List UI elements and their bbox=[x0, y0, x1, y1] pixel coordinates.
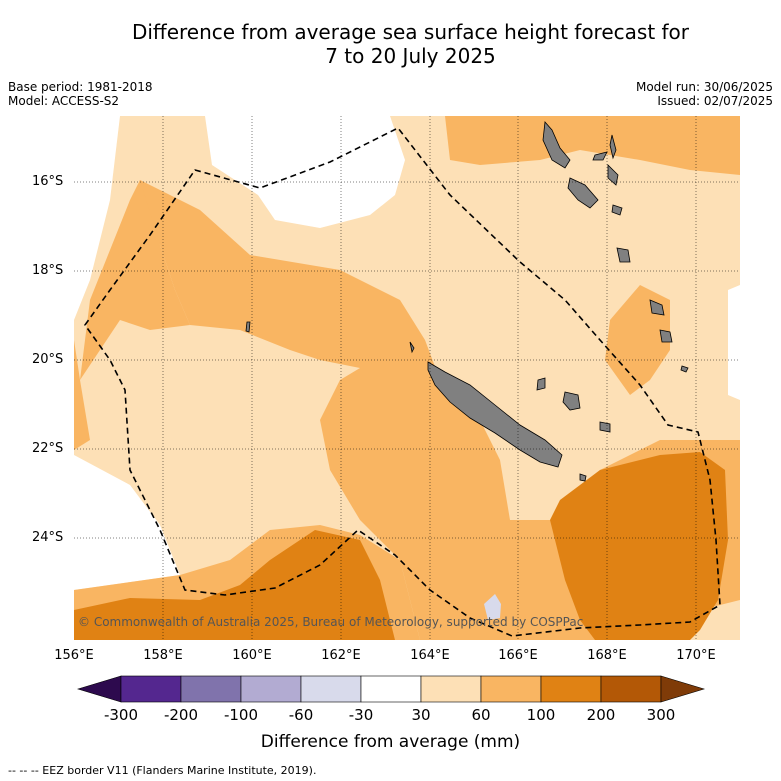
copyright-text: © Commonwealth of Australia 2025, Bureau… bbox=[78, 615, 583, 629]
contour-neutral-blob bbox=[484, 594, 501, 620]
land-masses bbox=[245, 121, 689, 482]
model-run: Model run: 30/06/2025 bbox=[635, 80, 773, 94]
lat-label-22s: 22°S bbox=[32, 441, 64, 456]
colorbar-bin-5 bbox=[360, 675, 422, 703]
island-chesterfield bbox=[245, 321, 251, 333]
colorbar-bin-3 bbox=[240, 675, 302, 703]
contour-60-100-north bbox=[445, 116, 740, 175]
island-espiritu-santo bbox=[542, 121, 571, 169]
island-epi bbox=[611, 204, 623, 216]
contour-60-100-west2 bbox=[80, 180, 190, 380]
eez-border bbox=[84, 126, 721, 637]
island-reef bbox=[536, 377, 546, 391]
lon-label-156e: 156°E bbox=[54, 648, 94, 663]
colorbar-bin-4 bbox=[300, 675, 362, 703]
lat-label-20s: 20°S bbox=[32, 352, 64, 367]
lon-label-170e: 170°E bbox=[676, 648, 716, 663]
title-line-2: 7 to 20 July 2025 bbox=[325, 44, 496, 68]
island-erromango bbox=[616, 247, 631, 263]
graticule bbox=[74, 116, 740, 640]
base-period: Base period: 1981-2018 bbox=[8, 80, 153, 94]
lat-label-24s: 24°S bbox=[32, 530, 64, 545]
lon-label-168e: 168°E bbox=[587, 648, 627, 663]
colorbar-tick: 100 bbox=[526, 706, 556, 724]
lon-label-158e: 158°E bbox=[143, 648, 183, 663]
lon-label-160e: 160°E bbox=[232, 648, 272, 663]
contour-60-100-west bbox=[74, 340, 90, 450]
island-maewo bbox=[609, 134, 617, 160]
contour-neutral-east bbox=[728, 285, 740, 400]
title-line-1: Difference from average sea surface heig… bbox=[131, 20, 690, 44]
colorbar-tick: 30 bbox=[411, 706, 431, 724]
colorbar-bin-9 bbox=[600, 675, 662, 703]
island-ambae bbox=[592, 151, 608, 161]
colorbar-bin-1 bbox=[120, 675, 182, 703]
meta-left: Base period: 1981-2018 Model: ACCESS-S2 bbox=[8, 80, 153, 108]
contour-neutral-west bbox=[74, 116, 120, 320]
lat-label-18s: 18°S bbox=[32, 263, 64, 278]
lat-label-16s: 16°S bbox=[32, 174, 64, 189]
island-walpole bbox=[680, 365, 689, 373]
meta-right: Model run: 30/06/2025 Issued: 02/07/2025 bbox=[636, 80, 773, 108]
island-belep bbox=[409, 341, 415, 354]
island-lifou bbox=[659, 329, 673, 343]
lon-label-162e: 162°E bbox=[321, 648, 361, 663]
map-panel: © Commonwealth of Australia 2025, Bureau… bbox=[74, 116, 740, 640]
island-isle-of-pines bbox=[599, 421, 611, 433]
island-pentecost bbox=[607, 164, 619, 186]
colorbar-tick: 300 bbox=[646, 706, 676, 724]
footnote: -- -- -- EEZ border V11 (Flanders Marine… bbox=[8, 764, 317, 777]
colorbar-bin-8 bbox=[540, 675, 602, 703]
issued-date: Issued: 02/07/2025 bbox=[657, 94, 773, 108]
contour-100-200-east bbox=[550, 452, 728, 640]
lon-label-164e: 164°E bbox=[410, 648, 450, 663]
colorbar-extend-low bbox=[76, 675, 122, 703]
lon-label-166e: 166°E bbox=[498, 648, 538, 663]
colorbar-bin-7 bbox=[480, 675, 542, 703]
colorbar-bin-6 bbox=[420, 675, 482, 703]
model-name: Model: ACCESS-S2 bbox=[8, 94, 120, 108]
colorbar-tick: -100 bbox=[223, 706, 259, 724]
colorbar-title: Difference from average (mm) bbox=[260, 732, 521, 752]
colorbar-tick: 200 bbox=[586, 706, 616, 724]
contour-neutral-southwest bbox=[74, 455, 180, 590]
island-ouvea bbox=[649, 299, 665, 316]
colorbar-tick: -300 bbox=[103, 706, 139, 724]
island-matthew bbox=[579, 473, 587, 482]
island-mare bbox=[562, 391, 581, 411]
colorbar-tick: 60 bbox=[471, 706, 491, 724]
map-title: Difference from average sea surface heig… bbox=[40, 20, 781, 68]
island-malekula bbox=[567, 177, 599, 209]
colorbar-tick: -60 bbox=[288, 706, 314, 724]
colorbar bbox=[76, 675, 706, 703]
colorbar-bin-2 bbox=[180, 675, 242, 703]
colorbar-tick: -30 bbox=[348, 706, 374, 724]
contour-100-200-south bbox=[74, 530, 395, 640]
colorbar-extend-high bbox=[660, 675, 706, 703]
colorbar-tick: -200 bbox=[163, 706, 199, 724]
island-new-caledonia bbox=[427, 361, 563, 468]
